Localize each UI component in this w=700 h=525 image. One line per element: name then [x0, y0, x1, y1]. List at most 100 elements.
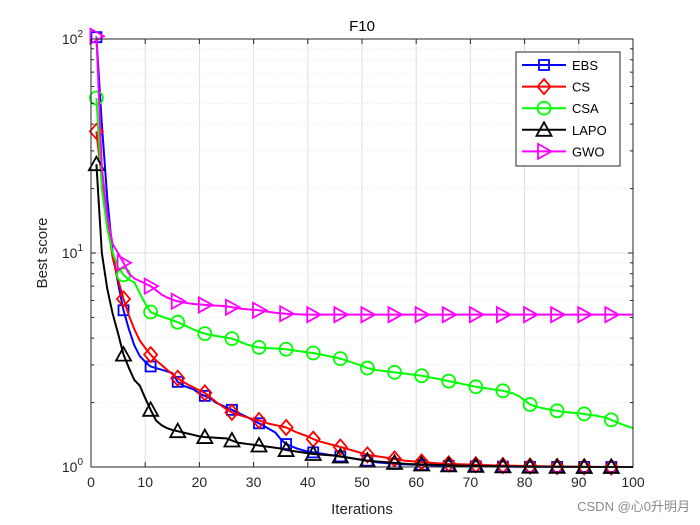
y-axis-label: Best score: [34, 218, 51, 289]
data-point-cs: [332, 438, 349, 456]
x-tick-label: 80: [517, 474, 533, 490]
data-point-csa: [224, 331, 240, 347]
data-point-lapo: [304, 444, 323, 461]
data-point-gwo: [170, 292, 188, 311]
legend-marker: [536, 100, 552, 116]
legend-label: CS: [572, 80, 590, 95]
data-point-cs: [197, 384, 213, 402]
y-tick-base: 10: [62, 459, 78, 475]
data-point-csa: [468, 379, 484, 395]
data-point-gwo: [143, 277, 160, 296]
data-point-cs: [278, 418, 294, 437]
data-point-lapo: [87, 154, 106, 172]
data-point-gwo: [468, 305, 486, 324]
data-point-cs: [576, 457, 592, 476]
data-point-csa: [360, 360, 375, 376]
data-point-gwo: [360, 305, 377, 324]
data-point-gwo: [279, 304, 296, 323]
data-point-csa: [305, 345, 321, 361]
y-tick-base: 10: [62, 245, 78, 261]
data-point-gwo: [333, 305, 350, 324]
data-point-gwo: [306, 305, 323, 324]
data-point-cs: [142, 345, 159, 364]
data-point-csa: [576, 406, 592, 422]
legend-label: EBS: [572, 58, 598, 73]
data-point-lapo: [602, 457, 621, 474]
data-point-cs: [251, 411, 267, 430]
data-point-lapo: [466, 456, 485, 473]
data-point-lapo: [520, 457, 540, 474]
x-tick-label: 10: [137, 474, 153, 490]
data-point-cs: [224, 403, 240, 422]
series-line-gwo: [95, 36, 633, 316]
data-point-cs: [115, 290, 132, 308]
data-point-gwo: [116, 253, 133, 272]
data-point-csa: [251, 340, 267, 355]
data-point-lapo: [249, 436, 269, 453]
data-point-gwo: [197, 295, 215, 314]
data-point-csa: [441, 373, 457, 389]
data-point-gwo: [604, 305, 621, 324]
data-point-lapo: [548, 457, 567, 474]
data-point-gwo: [225, 298, 242, 317]
data-point-csa: [522, 397, 538, 412]
x-tick-label: 20: [192, 474, 208, 490]
data-point-lapo: [195, 427, 214, 444]
watermark-text: CSDN @心0升明月: [577, 499, 690, 514]
x-tick-label: 70: [463, 474, 479, 490]
data-point-cs: [359, 445, 376, 464]
legend: EBS CS CSA LAPO GWO: [515, 51, 621, 167]
data-point-csa: [170, 314, 186, 330]
data-point-gwo: [252, 301, 269, 320]
data-point-csa: [549, 403, 565, 419]
legend-item-gwo: GWO: [522, 142, 605, 161]
data-point-gwo: [496, 305, 513, 324]
legend-label: GWO: [572, 144, 605, 159]
x-tick-label: 0: [87, 474, 95, 490]
data-point-lapo: [277, 440, 296, 457]
data-point-csa: [143, 304, 159, 320]
data-point-gwo: [414, 305, 431, 324]
data-point-gwo: [89, 27, 106, 46]
legend-marker: [536, 77, 552, 96]
data-point-csa: [603, 412, 619, 428]
data-point-csa: [197, 326, 213, 342]
y-tick-exponent: 0: [77, 457, 83, 468]
y-tick-exponent: 1: [77, 243, 83, 254]
data-point-csa: [89, 90, 104, 106]
y-tick-label: 100: [62, 457, 84, 475]
data-point-csa: [332, 351, 348, 367]
x-tick-label: 30: [246, 474, 262, 490]
series-gwo: [89, 27, 633, 324]
data-point-csa: [495, 383, 511, 399]
legend-marker: [538, 59, 550, 71]
legend-item-cs: CS: [522, 77, 590, 96]
data-point-cs: [549, 457, 565, 476]
data-point-lapo: [493, 456, 512, 474]
data-point-cs: [413, 453, 430, 471]
legend-label: LAPO: [572, 123, 607, 138]
data-point-gwo: [523, 305, 540, 324]
data-point-lapo: [141, 400, 160, 417]
series-layer: [87, 27, 634, 476]
y-tick-label: 101: [62, 243, 84, 261]
data-point-cs: [170, 369, 186, 388]
data-point-lapo: [439, 455, 458, 473]
data-point-gwo: [387, 305, 404, 324]
data-point-lapo: [412, 455, 431, 472]
data-point-lapo: [222, 431, 241, 448]
legend-label: CSA: [572, 101, 599, 116]
x-axis-label: Iterations: [331, 501, 393, 518]
data-point-cs: [386, 450, 403, 468]
y-tick-base: 10: [62, 31, 78, 47]
data-point-lapo: [331, 447, 350, 464]
data-point-csa: [414, 368, 430, 384]
data-point-gwo: [577, 305, 594, 324]
data-point-gwo: [550, 305, 567, 324]
x-tick-label: 100: [621, 474, 645, 490]
x-tick-label: 50: [354, 474, 370, 490]
legend-item-csa: CSA: [522, 100, 599, 116]
x-tick-label: 90: [571, 474, 587, 490]
